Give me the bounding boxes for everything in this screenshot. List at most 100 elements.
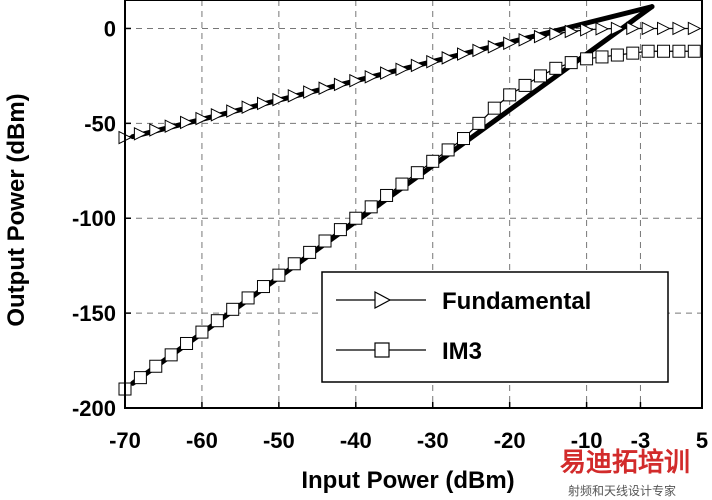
fundamental-point: [426, 54, 440, 69]
fundamental-point: [580, 22, 594, 37]
y-axis-label: Output Power (dBm): [3, 93, 30, 326]
fundamental-point: [672, 21, 687, 36]
im3-point: [164, 348, 178, 362]
fundamental-point: [457, 47, 471, 61]
fundamental-point: [241, 100, 256, 115]
x-tick-label: -20: [494, 428, 526, 453]
legend-item-im3: IM3: [336, 338, 482, 365]
im3-point: [657, 44, 671, 58]
y-tick-label: -150: [72, 301, 116, 326]
im3-point: [564, 56, 578, 70]
im3-point: [133, 371, 147, 385]
fundamental-point: [441, 51, 456, 65]
im3-point: [226, 302, 240, 316]
x-tick-label: -3: [631, 428, 651, 453]
x-tick-label: -40: [340, 428, 372, 453]
im3-point: [180, 336, 194, 350]
watermark: 易迪拓培训 射频和天线设计专家: [560, 448, 690, 498]
x-tick-label: -60: [186, 428, 218, 453]
square-marker-icon: [374, 342, 390, 358]
fundamental-point: [687, 21, 702, 36]
x-tick-label: -50: [263, 428, 295, 453]
y-tick-label: -50: [84, 111, 116, 136]
im3-point: [272, 268, 286, 282]
fundamental-point: [226, 104, 240, 118]
fundamental-point: [564, 24, 579, 39]
im3-point: [472, 116, 486, 130]
fundamental-point: [657, 21, 671, 36]
im3-point: [256, 280, 270, 294]
im3-point: [149, 359, 163, 373]
fundamental-point: [626, 21, 640, 36]
fundamental-point: [272, 92, 286, 107]
ticks: -70 -60 -50 -40 -30 -20 -10 -3 5 -200 -150 -100 -50 0: [72, 16, 708, 453]
fundamental-point: [195, 111, 210, 126]
im3-point: [610, 48, 624, 62]
fundamental-point: [380, 66, 394, 80]
watermark-tagline: 射频和天线设计专家: [568, 483, 676, 498]
series-layer: [118, 21, 702, 396]
fundamental-point: [180, 115, 194, 130]
im3-point: [626, 46, 640, 60]
fundamental-point: [349, 73, 363, 88]
legend-label-im3: IM3: [442, 338, 482, 365]
im3-point: [549, 61, 563, 75]
im3-point: [580, 52, 594, 66]
im3-point: [457, 132, 471, 146]
fundamental-point: [333, 77, 348, 92]
fundamental-point: [641, 21, 656, 36]
im3-point: [672, 44, 686, 58]
im3-point: [503, 88, 517, 102]
series-fundamental: [118, 21, 702, 145]
legend-item-fundamental: Fundamental: [336, 288, 591, 315]
im3-point: [426, 154, 440, 168]
x-tick-label: -10: [571, 428, 603, 453]
im3-point: [333, 223, 347, 237]
im3-point: [318, 234, 332, 248]
legend-box: [321, 271, 669, 383]
im3-point: [410, 166, 424, 180]
triangle-marker-icon: [374, 291, 392, 309]
fundamental-point: [518, 33, 533, 47]
im3-point: [641, 44, 655, 58]
fundamental-point: [395, 62, 410, 77]
fundamental-point: [149, 123, 163, 137]
watermark-logo: 易迪拓培训: [560, 448, 690, 478]
im3-point: [441, 143, 455, 157]
im3-point: [349, 211, 363, 225]
im3-point: [241, 291, 255, 305]
fundamental-point: [133, 126, 148, 141]
im3-point: [487, 101, 501, 115]
im3-point: [210, 314, 224, 328]
legend: Fundamental IM3: [321, 271, 669, 383]
x-axis-label: Input Power (dBm): [301, 467, 514, 494]
fundamental-point: [503, 36, 517, 51]
fundamental-point: [287, 89, 302, 103]
im3-point: [533, 69, 547, 83]
im3-point: [395, 177, 409, 191]
im3-point: [380, 188, 394, 202]
im3-point: [303, 245, 317, 259]
fundamental-point: [549, 26, 563, 41]
fundamental-point: [610, 21, 625, 36]
x-tick-label: -30: [417, 428, 449, 453]
x-tick-label: -70: [109, 428, 141, 453]
im3-point: [518, 78, 532, 92]
fundamental-point: [410, 58, 425, 73]
y-tick-label: -100: [72, 206, 116, 231]
im3-point: [287, 257, 301, 271]
series-line-fundamental: [124, 27, 695, 139]
y-tick-label: -200: [72, 396, 116, 421]
im3-point: [687, 44, 701, 58]
y-tick-label: 0: [104, 16, 116, 41]
fundamental-point: [318, 81, 333, 96]
fundamental-point: [472, 43, 487, 58]
fundamental-point: [303, 85, 317, 99]
plot-frame: [124, 0, 703, 409]
im3-point: [195, 325, 209, 339]
fundamental-point: [487, 40, 502, 54]
fundamental-point: [595, 22, 610, 36]
legend-label-fundamental: Fundamental: [442, 288, 591, 315]
fundamental-point: [533, 29, 548, 44]
